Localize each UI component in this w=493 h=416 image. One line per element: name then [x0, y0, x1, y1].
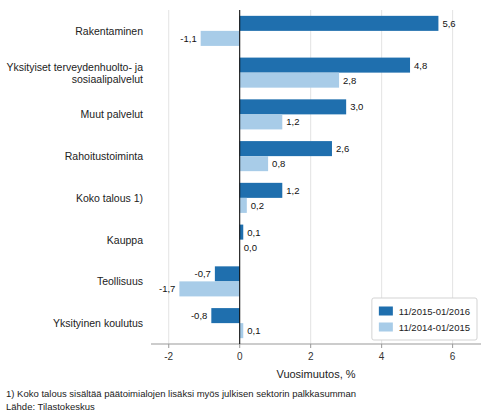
bar [211, 308, 239, 323]
data-label: 0,1 [247, 325, 260, 336]
category-label: Rakentaminen [75, 25, 143, 37]
data-label: -1,7 [159, 283, 175, 294]
grid-line [452, 10, 453, 344]
category-label-line: Kauppa [107, 234, 143, 246]
x-tick-label: 4 [379, 351, 385, 362]
category-label-line: sosiaalipalvelut [72, 73, 143, 85]
legend-box [372, 298, 477, 340]
bar [240, 156, 268, 171]
data-label: 0,2 [251, 200, 264, 211]
bar [240, 114, 283, 129]
legend: 11/2015-01/2016 11/2014-01/2015 [372, 298, 477, 340]
bar [240, 198, 247, 213]
category-label: Yksityinen koulutus [53, 317, 143, 329]
x-tick [381, 344, 382, 348]
category-label: Kauppa [107, 234, 143, 246]
category-labels: Yksityinen koulutus Teollisuus Kauppa Koko … [6, 25, 143, 329]
bar [179, 281, 239, 296]
category-label-line: Teollisuus [97, 275, 143, 287]
data-label: 5,6 [442, 18, 455, 29]
category-label: Rahoitustoiminta [65, 150, 143, 162]
data-label: 0,8 [272, 158, 285, 169]
bar [240, 141, 332, 156]
data-label: 2,8 [343, 75, 356, 86]
category-label-line: Muut palvelut [81, 108, 144, 120]
footnote: Lähde: Tilastokeskus [6, 401, 95, 412]
x-tick-label: 6 [450, 351, 456, 362]
bar [240, 225, 244, 240]
zero-line [239, 10, 240, 344]
chart: Yksityinen koulutus Teollisuus Kauppa Koko … [0, 0, 493, 416]
bar [240, 58, 410, 73]
category-label-line: Koko talous 1) [76, 192, 143, 204]
x-tick [452, 344, 453, 348]
category-label-line: Rakentaminen [75, 25, 143, 37]
data-label: -0,7 [194, 268, 210, 279]
x-tick-label: 2 [308, 351, 314, 362]
data-label: -0,8 [191, 310, 207, 321]
legend-swatch [379, 307, 393, 316]
data-label: 2,6 [336, 143, 349, 154]
data-label: -1,1 [180, 33, 196, 44]
x-tick [239, 344, 240, 348]
legend-label: 11/2015-01/2016 [399, 306, 470, 317]
footnote: 1) Koko talous sisältää päätoimialojen l… [6, 388, 356, 399]
bar [201, 31, 240, 46]
bar [240, 73, 339, 88]
category-label: Muut palvelut [81, 108, 144, 120]
data-label: 4,8 [414, 60, 427, 71]
x-axis-title: Vuosimuutos, % [276, 368, 355, 380]
data-label: 1,2 [286, 185, 299, 196]
x-tick [168, 344, 169, 348]
category-label-line: Rahoitustoiminta [65, 150, 143, 162]
category-label: Teollisuus [97, 275, 143, 287]
data-label: 3,0 [350, 101, 363, 112]
bar [215, 266, 240, 281]
category-label-line: Yksityiset terveydenhuolto- ja [6, 61, 143, 73]
x-tick-label: 0 [237, 351, 243, 362]
footnotes: 1) Koko talous sisältää päätoimialojen l… [6, 388, 356, 412]
bars [179, 16, 438, 338]
data-labels: -0,8 -0,7 0,1 1,2 2,6 3,0 4,8 5,6 0,1 -1,7 0,0 0,2 0… [159, 18, 456, 336]
grid [169, 10, 453, 344]
x-axis-line [151, 344, 481, 345]
bar [240, 99, 346, 114]
x-tick-label: -2 [164, 351, 173, 362]
data-label: 0,0 [244, 242, 257, 253]
category-label-line: Yksityinen koulutus [53, 317, 143, 329]
category-label: Koko talous 1) [76, 192, 143, 204]
data-label: 1,2 [286, 116, 299, 127]
bar [240, 183, 283, 198]
category-label: Yksityiset terveydenhuolto- jasosiaalipa… [6, 61, 143, 85]
data-label: 0,1 [247, 227, 260, 238]
x-axis: -2 0 2 4 6 [151, 344, 481, 362]
legend-label: 11/2014-01/2015 [399, 322, 470, 333]
series [179, 31, 339, 338]
series [211, 16, 438, 323]
bar [240, 323, 244, 338]
legend-swatch [379, 323, 393, 332]
grid-line [239, 10, 240, 344]
x-tick [310, 344, 311, 348]
bar [240, 16, 439, 31]
